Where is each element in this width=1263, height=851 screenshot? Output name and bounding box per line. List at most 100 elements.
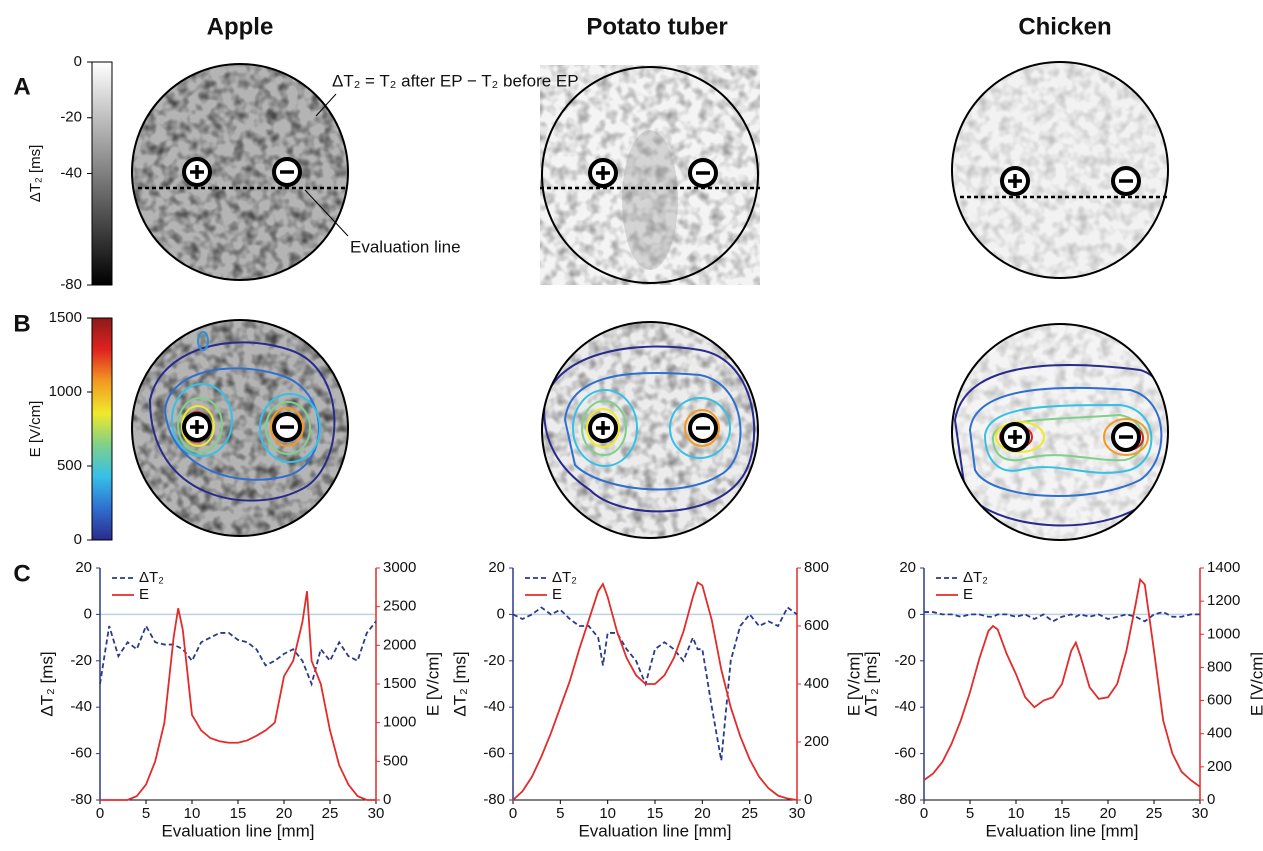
y-tick-label: 0 [497,605,505,622]
y-tick-label: -20 [70,652,92,669]
y2-tick-label: 0 [1207,791,1215,808]
colorbar-tick-label: 0 [74,531,82,548]
field-image [950,322,1173,542]
data-line [924,580,1200,787]
y2-tick-label: 200 [1207,758,1232,775]
colorbar-tick-label: 1500 [49,309,82,326]
x-tick-label: 0 [509,805,517,822]
x-tick-label: 15 [1054,805,1071,822]
y-tick-label: -20 [483,652,505,669]
y2-tick-label: 200 [804,733,829,750]
y-tick-label: -40 [70,698,92,715]
colorbar-tick-label: -40 [60,164,82,181]
x-tick-label: 5 [142,805,150,822]
y2-tick-label: 1000 [383,714,416,731]
y2-tick-label: 600 [1207,692,1232,709]
y-tick-label: -80 [894,791,916,808]
y-tick-label: -40 [483,698,505,715]
data-line [100,591,376,800]
colorbar-tick-label: 0 [74,53,82,70]
data-line [100,621,376,684]
x-tick-label: 25 [1146,805,1163,822]
mri-image [130,62,350,282]
y-axis-label: ΔT₂ [ms] [450,651,469,716]
column-title: Potato tuber [586,13,727,40]
y-tick-label: 0 [908,605,916,622]
colorbar [92,62,112,285]
y2-tick-label: 600 [804,617,829,634]
colorbar-tick-label: -20 [60,109,82,126]
x-tick-label: 10 [599,805,616,822]
legend-label: E [963,586,973,603]
x-tick-label: 0 [920,805,928,822]
x-axis-label: Evaluation line [mm] [578,821,731,840]
x-tick-label: 25 [741,805,758,822]
y2-tick-label: 500 [383,752,408,769]
panel-label: B [13,310,30,337]
x-tick-label: 20 [1100,805,1117,822]
y-axis-label: ΔT₂ [ms] [861,651,880,716]
legend-label: E [139,586,149,603]
y-tick-label: -80 [483,791,505,808]
panel-label: A [13,73,30,100]
y-tick-label: -20 [894,652,916,669]
field-image [130,318,350,538]
y2-tick-label: 1400 [1207,559,1240,576]
y-tick-label: 0 [84,605,92,622]
colorbar-tick-label: 1000 [49,383,82,400]
x-tick-label: 5 [966,805,974,822]
legend-label: ΔT₂ [963,569,988,586]
x-tick-label: 20 [694,805,711,822]
data-line [924,612,1200,621]
y-tick-label: -40 [894,698,916,715]
x-tick-label: 30 [368,805,385,822]
y-tick-label: -60 [483,745,505,762]
column-title: Chicken [1018,13,1111,40]
y2-tick-label: 800 [804,559,829,576]
y2-tick-label: 0 [383,791,391,808]
y2-tick-label: 2000 [383,636,416,653]
y2-tick-label: 800 [1207,658,1232,675]
y2-tick-label: 2500 [383,598,416,615]
x-tick-label: 5 [556,805,564,822]
x-tick-label: 10 [1008,805,1025,822]
y2-tick-label: 0 [804,791,812,808]
colorbar-label: ΔT₂ [ms] [27,145,44,203]
x-tick-label: 10 [184,805,201,822]
y-tick-label: 20 [899,559,916,576]
x-axis-label: Evaluation line [mm] [985,821,1138,840]
y2-tick-label: 1500 [383,675,416,692]
field-image [540,320,760,540]
annotation: ΔT₂ = T₂ after EP − T₂ before EP [332,71,579,90]
figure: Apple Potato tuber Chicken A B C ΔT₂ = T… [0,0,1263,846]
y2-tick-label: 3000 [383,559,416,576]
colorbar [92,318,112,540]
legend-label: ΔT₂ [552,569,577,586]
x-tick-label: 15 [647,805,664,822]
y2-tick-label: 1200 [1207,592,1240,609]
x-axis-label: Evaluation line [mm] [161,821,314,840]
y-tick-label: -80 [70,791,92,808]
y-tick-label: 20 [75,559,92,576]
x-tick-label: 0 [96,805,104,822]
y-axis-label: ΔT₂ [ms] [37,651,56,716]
x-tick-label: 20 [276,805,293,822]
colorbar-tick-label: -80 [60,276,82,293]
legend-label: E [552,586,562,603]
y2-tick-label: 1000 [1207,625,1240,642]
mri-image [540,65,760,285]
y2-axis-label: E [V/cm] [1247,652,1263,716]
y-tick-label: -60 [70,745,92,762]
column-title: Apple [207,13,274,40]
y2-tick-label: 400 [804,675,829,692]
y2-tick-label: 400 [1207,725,1232,742]
legend-label: ΔT₂ [139,569,164,586]
x-tick-label: 25 [322,805,339,822]
y-tick-label: -60 [894,745,916,762]
x-tick-label: 30 [1192,805,1209,822]
x-tick-label: 30 [789,805,806,822]
x-tick-label: 15 [230,805,247,822]
mri-image [950,60,1170,280]
colorbar-tick-label: 500 [57,457,82,474]
y2-axis-label: E [V/cm] [423,652,442,716]
